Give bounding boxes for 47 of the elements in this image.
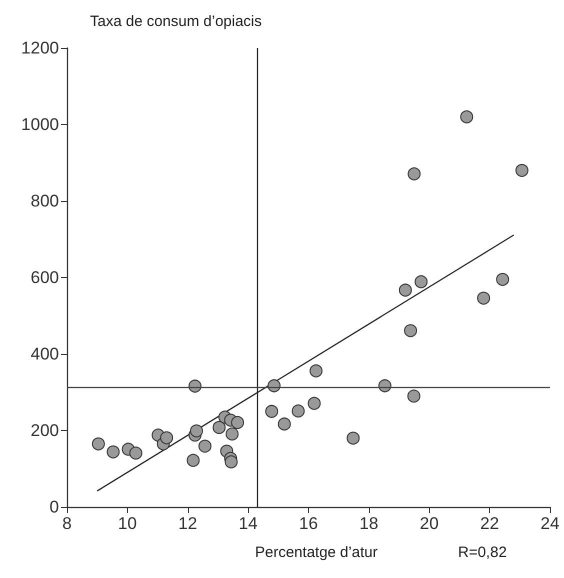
point <box>346 432 360 445</box>
y-tick-label: 200 <box>30 421 59 440</box>
x-tick-label: 14 <box>238 514 258 533</box>
point <box>106 445 120 458</box>
y-tick-label: 1200 <box>21 38 59 58</box>
x-tick-label: 18 <box>359 514 378 533</box>
point <box>278 418 291 430</box>
point <box>231 416 244 429</box>
point <box>408 167 421 180</box>
point <box>190 424 204 438</box>
x-tick-label: 10 <box>118 514 137 533</box>
y-tick-label: 800 <box>30 192 59 210</box>
point <box>292 404 305 418</box>
y-tick-label: 1000 <box>21 115 59 134</box>
point <box>414 275 428 288</box>
x-tick-label: 20 <box>420 514 439 533</box>
point <box>515 164 528 177</box>
point <box>378 379 392 392</box>
y-tick-label: 0 <box>50 498 59 516</box>
point <box>308 396 321 410</box>
point <box>92 437 105 450</box>
x-axis-title: Percentatge d’atur <box>255 544 378 561</box>
point <box>398 284 412 297</box>
x-tick-label: 16 <box>299 514 318 533</box>
point <box>198 440 212 453</box>
point <box>460 110 474 124</box>
point <box>404 324 418 338</box>
x-tick-label: 12 <box>178 514 198 533</box>
y-tick-label: 400 <box>30 344 59 364</box>
point <box>496 272 510 286</box>
x-tick-label: 8 <box>62 514 72 533</box>
y-tick-label: 600 <box>30 268 59 287</box>
point <box>129 446 142 460</box>
point <box>186 454 200 467</box>
x-tick-label: 24 <box>540 514 560 533</box>
x-tick-label: 22 <box>480 514 500 533</box>
point <box>310 364 323 378</box>
text: R=0,82 <box>458 544 507 561</box>
point <box>212 420 226 434</box>
point <box>265 404 278 418</box>
point <box>224 455 238 468</box>
y-axis-title: Taxa de consum d’opiacis <box>90 13 262 30</box>
point <box>268 379 281 392</box>
point <box>407 390 420 403</box>
point <box>226 427 239 440</box>
point <box>160 431 174 444</box>
point <box>477 292 490 305</box>
